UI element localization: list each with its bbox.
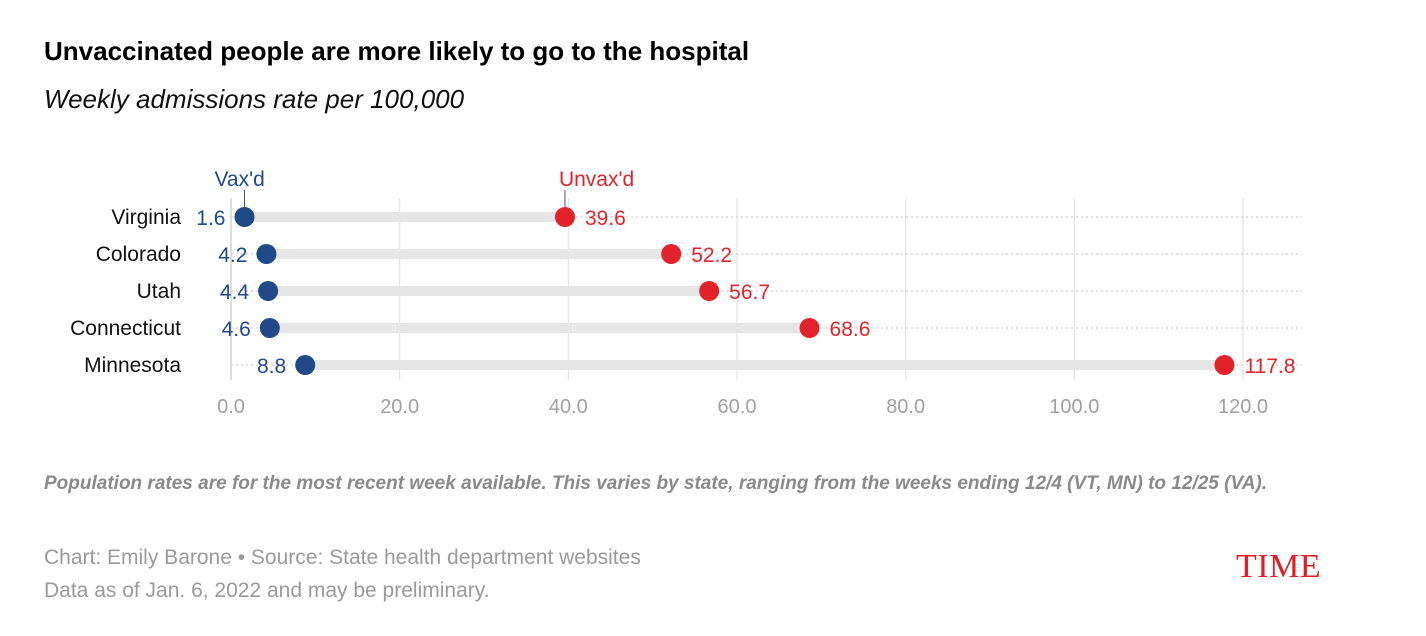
chart-subtitle: Weekly admissions rate per 100,000 [44,84,465,114]
category-label: Minnesota [84,354,181,377]
range-bars [244,212,1225,370]
vaxd-point [259,318,280,338]
time-logo: TIME [1236,548,1322,585]
x-tick-label: 0.0 [217,396,245,418]
category-label: Virginia [111,206,181,229]
vaxd-point [295,355,316,375]
data-points [234,207,1235,375]
range-bar [269,323,810,333]
unvaxd-point [799,318,820,338]
vaxd-value-label: 8.8 [257,355,286,378]
x-tick-label: 40.0 [549,396,588,418]
labels: 0.0 20.0 40.0 60.0 80.0 100.0 120.0 Vax'd Unvax'… [70,168,1295,418]
range-bar [305,360,1225,370]
legend-leaders [243,190,566,208]
vaxd-point [234,207,255,227]
x-tick-label: 120.0 [1218,396,1268,418]
series-label-vaxd: Vax'd [214,168,264,191]
x-tick-label: 80.0 [886,396,925,418]
unvaxd-value-label: 39.6 [585,207,626,230]
data-note: Data as of Jan. 6, 2022 and may be preli… [44,579,490,602]
unvaxd-point [1214,355,1235,375]
category-label: Connecticut [70,317,181,340]
category-label: Colorado [96,243,181,266]
category-label: Utah [137,280,181,303]
x-tick-label: 100.0 [1049,396,1099,418]
vaxd-value-label: 4.2 [218,244,247,267]
vaxd-value-label: 1.6 [196,207,225,230]
vaxd-point [258,281,279,301]
unvaxd-value-label: 68.6 [830,318,871,341]
unvaxd-value-label: 56.7 [729,281,770,304]
credit-line: Chart: Emily Barone • Source: State heal… [44,546,641,569]
unvaxd-point [554,207,575,227]
x-tick-label: 20.0 [380,396,419,418]
vaxd-value-label: 4.6 [222,318,251,341]
unvaxd-value-label: 117.8 [1244,355,1295,378]
range-bar [244,212,565,222]
range-bar [268,286,710,296]
unvaxd-value-label: 52.2 [691,244,732,267]
unvaxd-point [699,281,720,301]
vaxd-point [256,244,277,264]
series-label-unvaxd: Unvax'd [559,168,634,191]
credit-block: Chart: Emily Barone • Source: State heal… [44,541,641,607]
vaxd-value-label: 4.4 [220,281,250,304]
range-bar [266,249,672,259]
x-tick-label: 60.0 [718,396,757,418]
chart-title: Unvaccinated people are more likely to g… [44,36,750,66]
unvaxd-point [661,244,682,264]
footnote: Population rates are for the most recent… [44,473,1268,494]
dot-range-chart: 0.0 20.0 40.0 60.0 80.0 100.0 120.0 Vax'd Unvax'… [70,168,1302,418]
